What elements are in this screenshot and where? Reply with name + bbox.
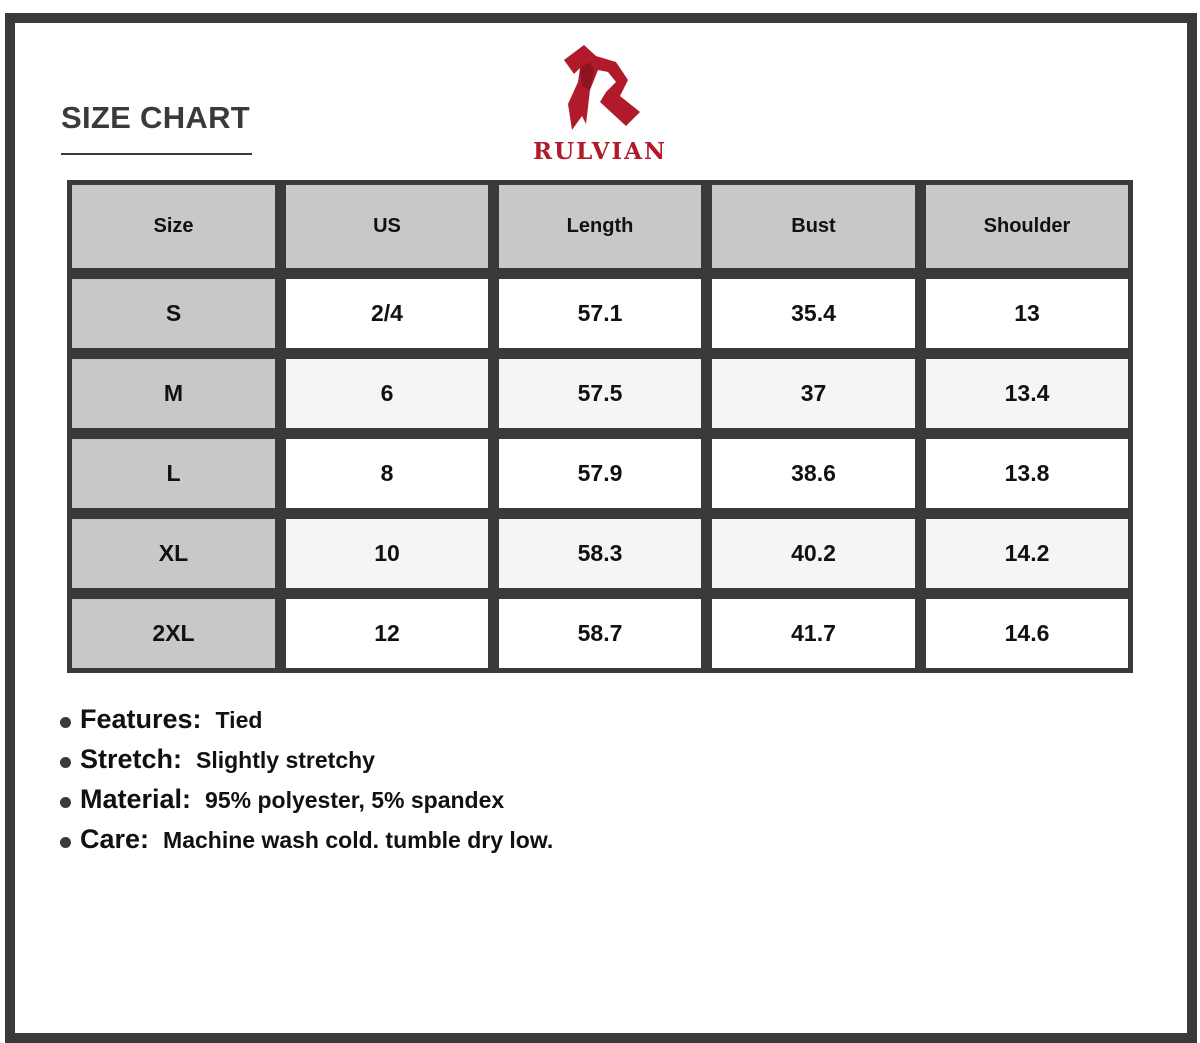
cell-us: 12 <box>286 599 488 668</box>
cell-bust: 35.4 <box>712 279 915 348</box>
note-value: Tied <box>215 707 263 733</box>
bullet-icon <box>60 756 71 768</box>
cell-shoulder: 14.2 <box>926 519 1128 588</box>
cell-size: 2XL <box>72 599 275 668</box>
note-item: Stretch: Slightly stretchy <box>60 744 553 784</box>
cell-length: 57.1 <box>499 279 701 348</box>
r-logo-icon <box>564 45 640 130</box>
size-table: Size US Length Bust Shoulder S 2/4 57.1 35.… <box>67 180 1133 673</box>
cell-us: 10 <box>286 519 488 588</box>
bullet-icon <box>60 836 71 848</box>
note-label: Stretch: <box>80 744 183 774</box>
cell-bust: 41.7 <box>712 599 915 668</box>
note-label: Material: <box>80 784 192 814</box>
cell-length: 58.3 <box>499 519 701 588</box>
header-shoulder: Shoulder <box>926 185 1128 268</box>
cell-shoulder: 13 <box>926 279 1128 348</box>
note-label: Features: <box>80 704 202 734</box>
cell-bust: 37 <box>712 359 915 428</box>
note-value: Slightly stretchy <box>196 747 375 773</box>
cell-shoulder: 13.4 <box>926 359 1128 428</box>
cell-bust: 38.6 <box>712 439 915 508</box>
cell-bust: 40.2 <box>712 519 915 588</box>
cell-size: L <box>72 439 275 508</box>
page-title: SIZE CHART <box>61 100 250 135</box>
note-item: Material: 95% polyester, 5% spandex <box>60 784 553 824</box>
brand-logo: RULVIAN <box>520 42 680 167</box>
cell-size: S <box>72 279 275 348</box>
title-underline <box>61 153 252 155</box>
note-value: Machine wash cold. tumble dry low. <box>163 827 554 853</box>
brand-name: RULVIAN <box>532 138 668 165</box>
cell-shoulder: 13.8 <box>926 439 1128 508</box>
header-length: Length <box>499 185 701 268</box>
cell-us: 6 <box>286 359 488 428</box>
cell-length: 57.9 <box>499 439 701 508</box>
product-notes: Features: Tied Stretch: Slightly stretchy Ma… <box>60 704 553 864</box>
note-value: 95% polyester, 5% spandex <box>205 787 505 813</box>
note-item: Care: Machine wash cold. tumble dry low. <box>60 824 553 864</box>
cell-size: M <box>72 359 275 428</box>
cell-length: 58.7 <box>499 599 701 668</box>
cell-us: 8 <box>286 439 488 508</box>
header-bust: Bust <box>712 185 915 268</box>
header-size: Size <box>72 185 275 268</box>
bullet-icon <box>60 716 71 728</box>
bullet-icon <box>60 796 71 808</box>
cell-size: XL <box>72 519 275 588</box>
cell-length: 57.5 <box>499 359 701 428</box>
note-item: Features: Tied <box>60 704 553 744</box>
header-us: US <box>286 185 488 268</box>
cell-shoulder: 14.6 <box>926 599 1128 668</box>
cell-us: 2/4 <box>286 279 488 348</box>
note-label: Care: <box>80 824 150 854</box>
